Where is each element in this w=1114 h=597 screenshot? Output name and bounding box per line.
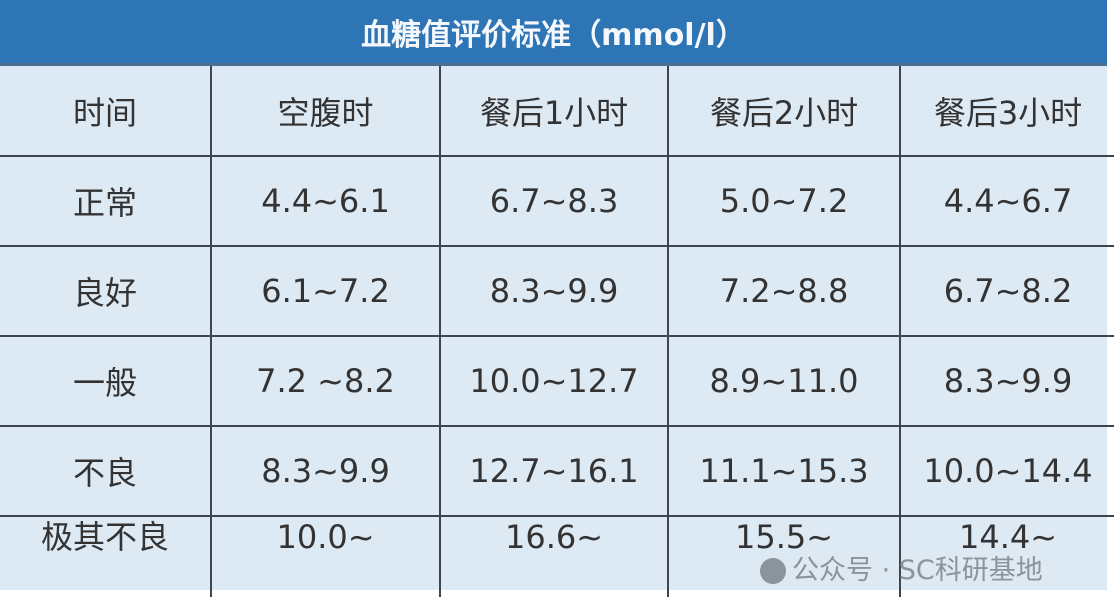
table-cell: 15.5~ [667,515,901,597]
row-label: 良好 [0,245,212,337]
table-title: 血糖值评价标准（mmol/l） [0,0,1107,66]
table-cell: 14.4~ [899,515,1114,597]
table-cell: 4.4~6.1 [210,155,441,247]
table-cell: 4.4~6.7 [899,155,1114,247]
table-cell: 10.0~ [210,515,441,597]
row-label: 不良 [0,425,212,517]
table-row: 正常 4.4~6.1 6.7~8.3 5.0~7.2 4.4~6.7 [0,155,1114,247]
table-cell: 5.0~7.2 [667,155,901,247]
table-cell: 7.2~8.8 [667,245,901,337]
glucose-table: 时间 空腹时 餐后1小时 餐后2小时 餐后3小时 正常 4.4~6.1 6.7~8.3 5.0~… [0,66,1114,597]
column-header: 空腹时 [210,66,441,157]
table-row: 一般 7.2 ~8.2 10.0~12.7 8.9~11.0 8.3~9.9 [0,335,1114,427]
table-cell: 10.0~14.4 [899,425,1114,517]
table-cell: 6.7~8.2 [899,245,1114,337]
table-cell: 8.3~9.9 [210,425,441,517]
table-cell: 8.3~9.9 [439,245,669,337]
watermark: 公众号 · SC科研基地 [760,556,1043,586]
watermark-text: 公众号 · SC科研基地 [792,555,1043,586]
table-cell: 6.1~7.2 [210,245,441,337]
column-header: 餐后3小时 [899,66,1114,157]
row-label: 极其不良 [0,515,212,597]
table-cell: 8.9~11.0 [667,335,901,427]
header-row: 时间 空腹时 餐后1小时 餐后2小时 餐后3小时 [0,66,1114,157]
wechat-icon [760,558,786,584]
table-cell: 10.0~12.7 [439,335,669,427]
table-cell: 6.7~8.3 [439,155,669,247]
table-cell: 7.2 ~8.2 [210,335,441,427]
table-row: 不良 8.3~9.9 12.7~16.1 11.1~15.3 10.0~14.4 [0,425,1114,517]
row-label: 一般 [0,335,212,427]
table-cell: 12.7~16.1 [439,425,669,517]
row-label: 正常 [0,155,212,247]
table-cell: 11.1~15.3 [667,425,901,517]
column-header: 时间 [0,66,212,157]
table-row: 良好 6.1~7.2 8.3~9.9 7.2~8.8 6.7~8.2 [0,245,1114,337]
table-cell: 8.3~9.9 [899,335,1114,427]
column-header: 餐后2小时 [667,66,901,157]
column-header: 餐后1小时 [439,66,669,157]
table-cell: 16.6~ [439,515,669,597]
table-row: 极其不良 10.0~ 16.6~ 15.5~ 14.4~ [0,515,1114,597]
